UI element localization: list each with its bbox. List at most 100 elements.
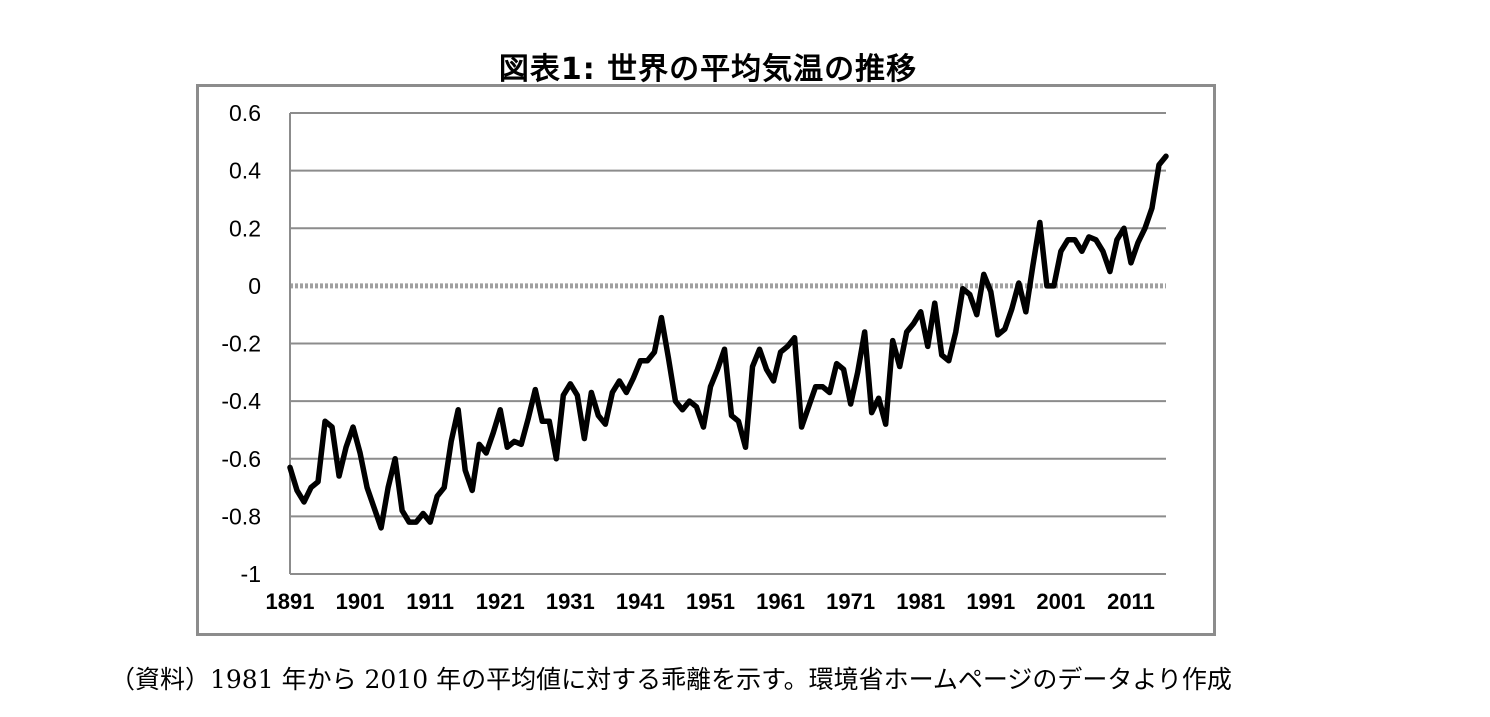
data-point	[365, 486, 369, 490]
data-point	[568, 382, 572, 386]
y-tick-label: 0	[248, 273, 261, 299]
source-note: （資料）1981 年から 2010 年の平均値に対する乖離を示す。環境省ホームペ…	[110, 665, 1232, 694]
data-point	[737, 419, 741, 423]
data-point	[442, 486, 446, 490]
x-tick-label: 1981	[896, 589, 945, 614]
data-point	[456, 408, 460, 412]
data-point	[1115, 238, 1119, 242]
data-point	[730, 414, 734, 418]
data-point	[863, 330, 867, 334]
x-tick-label: 1951	[686, 589, 735, 614]
data-point	[610, 390, 614, 394]
data-point	[954, 330, 958, 334]
data-point	[344, 445, 348, 449]
data-point	[645, 359, 649, 363]
data-point	[856, 370, 860, 374]
data-point	[316, 480, 320, 484]
data-point	[898, 365, 902, 369]
data-point	[484, 451, 488, 455]
data-point	[1164, 154, 1168, 158]
y-tick-label: -0.6	[221, 446, 261, 472]
data-point	[919, 310, 923, 314]
data-point	[1157, 163, 1161, 167]
data-point	[624, 390, 628, 394]
y-tick-label: 0.6	[229, 100, 261, 126]
data-point	[701, 425, 705, 429]
data-point	[905, 330, 909, 334]
x-tick-label: 1961	[756, 589, 805, 614]
data-point	[940, 353, 944, 357]
x-tick-label: 1921	[476, 589, 525, 614]
y-tick-label: 0.2	[229, 215, 261, 241]
data-point	[779, 350, 783, 354]
axes	[289, 113, 1166, 575]
data-point	[470, 488, 474, 492]
data-point	[659, 316, 663, 320]
data-point	[996, 333, 1000, 337]
data-point	[1143, 226, 1147, 230]
data-point	[1031, 264, 1035, 268]
data-point	[1045, 284, 1049, 288]
data-point	[975, 313, 979, 317]
data-point	[526, 416, 530, 420]
x-tick-label: 1941	[616, 589, 665, 614]
data-point	[849, 402, 853, 406]
data-point	[673, 399, 677, 403]
data-point	[414, 520, 418, 524]
data-point	[358, 451, 362, 455]
data-point	[631, 376, 635, 380]
data-point	[1003, 327, 1007, 331]
data-point	[828, 390, 832, 394]
data-point	[435, 494, 439, 498]
x-tick-label: 1971	[826, 589, 875, 614]
data-point	[751, 365, 755, 369]
data-point	[379, 526, 383, 530]
data-point	[1108, 269, 1112, 273]
y-tick-label: -1	[241, 561, 261, 587]
data-point	[386, 486, 390, 490]
data-point	[680, 408, 684, 412]
x-tick-label: 2011	[1107, 589, 1155, 614]
data-point	[1087, 235, 1091, 239]
data-point	[1122, 226, 1126, 230]
data-point	[512, 439, 516, 443]
data-point	[947, 359, 951, 363]
data-point	[337, 474, 341, 478]
data-point	[351, 425, 355, 429]
data-point	[666, 356, 670, 360]
data-point	[407, 520, 411, 524]
data-point	[1136, 241, 1140, 245]
data-point	[926, 344, 930, 348]
data-point	[1059, 249, 1063, 253]
data-point	[744, 445, 748, 449]
data-point	[933, 301, 937, 305]
gridlines	[290, 112, 1166, 518]
data-point	[722, 347, 726, 351]
data-point	[617, 379, 621, 383]
data-point	[758, 347, 762, 351]
data-point	[982, 272, 986, 276]
y-tick-label: 0.4	[229, 158, 261, 184]
data-point	[800, 425, 804, 429]
data-point	[533, 388, 537, 392]
data-point	[842, 367, 846, 371]
data-point	[449, 439, 453, 443]
data-point	[1024, 310, 1028, 314]
data-point	[961, 287, 965, 291]
data-point	[477, 442, 481, 446]
data-point	[835, 362, 839, 366]
x-tick-label: 1891	[266, 589, 315, 614]
data-point	[765, 367, 769, 371]
data-point	[372, 506, 376, 510]
data-point	[421, 511, 425, 515]
data-point	[807, 405, 811, 409]
y-tick-labels: 0.6 0.4 0.2 0 -0.2 -0.4 -0.6 -0.8 -1	[221, 100, 261, 587]
data-point	[968, 293, 972, 297]
data-point	[1010, 307, 1014, 311]
data-point	[786, 344, 790, 348]
x-tick-label: 1911	[406, 589, 454, 614]
data-point	[603, 422, 607, 426]
data-point	[519, 442, 523, 446]
data-point	[814, 385, 818, 389]
data-point	[638, 359, 642, 363]
